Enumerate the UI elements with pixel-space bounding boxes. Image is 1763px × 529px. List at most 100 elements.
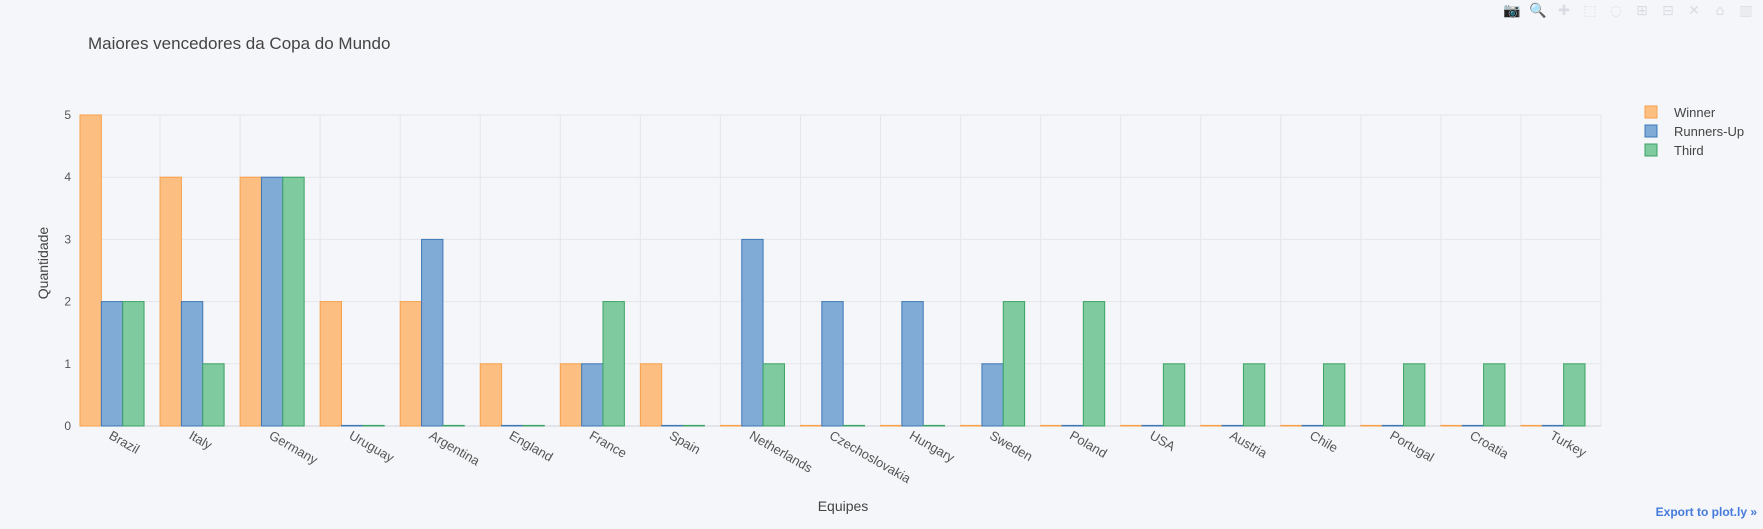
x-tick-label: Argentina (427, 428, 483, 469)
bar-runners-up-chile[interactable] (1301, 424, 1324, 427)
pan-icon[interactable]: ✚ (1558, 3, 1570, 19)
bar-third-germany[interactable] (282, 176, 305, 427)
bar-runners-up-portugal[interactable] (1381, 424, 1405, 427)
y-tick-label: 2 (64, 295, 71, 309)
bar-runners-up-sweden[interactable] (981, 363, 1004, 427)
zoom-out-icon[interactable]: ⊟ (1662, 3, 1674, 19)
bar-third-spain[interactable] (682, 424, 705, 427)
bar-third-france[interactable] (602, 301, 625, 427)
x-tick-label: Hungary (907, 428, 957, 466)
chart-title: Maiores vencedores da Copa do Mundo (88, 34, 390, 53)
y-axis: 0 1 2 3 4 5 (64, 108, 71, 433)
bar-third-uruguay[interactable] (362, 424, 385, 427)
bar-winner-czechoslovakia[interactable] (799, 424, 823, 427)
bar-runners-up-argentina[interactable] (421, 238, 444, 427)
x-tick-label: Sweden (987, 428, 1035, 464)
x-tick-label: Spain (667, 428, 703, 458)
x-tick-label: Turkey (1547, 428, 1589, 461)
bar-winner-hungary[interactable] (880, 424, 903, 427)
plotly-logo-icon[interactable]: ▥ (1739, 3, 1753, 19)
bar-third-england[interactable] (522, 424, 545, 427)
y-tick-label: 1 (64, 357, 71, 371)
bar-winner-england[interactable] (479, 363, 503, 427)
legend-label[interactable]: Runners-Up (1674, 124, 1744, 139)
bar-runners-up-usa[interactable] (1141, 424, 1164, 427)
bar-third-turkey[interactable] (1563, 363, 1586, 427)
zoom-icon[interactable]: 🔍 (1529, 3, 1547, 19)
x-axis-label: Equipes (818, 498, 869, 514)
bar-third-austria[interactable] (1242, 363, 1266, 427)
x-tick-label: Chile (1307, 428, 1340, 456)
bar-third-chile[interactable] (1322, 363, 1346, 427)
x-tick-label: Netherlands (747, 428, 816, 476)
bar-runners-up-turkey[interactable] (1541, 424, 1565, 427)
bar-winner-netherlands[interactable] (719, 424, 743, 427)
y-tick-label: 4 (64, 170, 71, 184)
x-tick-label: Croatia (1467, 428, 1511, 462)
bars (79, 114, 1586, 427)
camera-icon[interactable]: 📷 (1503, 3, 1521, 19)
bar-winner-spain[interactable] (639, 363, 663, 427)
autoscale-icon[interactable]: ✕ (1688, 3, 1700, 19)
bar-runners-up-netherlands[interactable] (741, 238, 764, 427)
bar-runners-up-austria[interactable] (1221, 424, 1244, 427)
bar-runners-up-brazil[interactable] (100, 301, 124, 427)
bar-winner-poland[interactable] (1040, 424, 1063, 427)
bar-runners-up-germany[interactable] (260, 176, 284, 427)
bar-third-usa[interactable] (1162, 363, 1186, 427)
bar-third-argentina[interactable] (442, 424, 465, 427)
bar-third-brazil[interactable] (122, 301, 145, 427)
bar-winner-sweden[interactable] (960, 424, 983, 427)
bar-third-netherlands[interactable] (762, 363, 785, 427)
bar-third-poland[interactable] (1082, 301, 1106, 427)
y-tick-label: 0 (64, 419, 71, 433)
bar-winner-uruguay[interactable] (319, 301, 343, 427)
bar-runners-up-czechoslovakia[interactable] (821, 301, 844, 427)
x-tick-label: Germany (267, 428, 321, 468)
bar-third-italy[interactable] (202, 363, 225, 427)
bar-winner-france[interactable] (559, 363, 583, 427)
bar-winner-croatia[interactable] (1440, 424, 1463, 427)
bar-third-hungary[interactable] (922, 424, 946, 427)
bar-third-croatia[interactable] (1483, 363, 1506, 427)
bar-runners-up-uruguay[interactable] (341, 424, 364, 427)
legend-swatch[interactable] (1644, 105, 1658, 119)
x-tick-label: Uruguay (347, 428, 397, 466)
legend-swatch[interactable] (1644, 143, 1658, 157)
bar-winner-portugal[interactable] (1360, 424, 1383, 427)
legend-label[interactable]: Third (1674, 143, 1704, 158)
zoom-in-icon[interactable]: ⊞ (1636, 3, 1648, 19)
bar-third-sweden[interactable] (1002, 301, 1026, 427)
bar-third-portugal[interactable] (1403, 363, 1426, 427)
bar-third-czechoslovakia[interactable] (842, 424, 866, 427)
legend-label[interactable]: Winner (1674, 105, 1716, 120)
y-tick-label: 5 (64, 108, 71, 122)
bar-winner-austria[interactable] (1200, 424, 1223, 427)
x-tick-label: England (507, 428, 556, 465)
export-link[interactable]: Export to plot.ly » (1655, 505, 1757, 519)
x-tick-label: USA (1147, 428, 1178, 455)
legend-swatch[interactable] (1644, 124, 1658, 138)
x-tick-label: France (587, 428, 630, 461)
bar-runners-up-spain[interactable] (661, 424, 684, 427)
bar-winner-brazil[interactable] (79, 114, 102, 427)
x-tick-label: Austria (1227, 428, 1270, 462)
bar-runners-up-france[interactable] (581, 363, 604, 427)
bar-winner-germany[interactable] (239, 176, 262, 427)
bar-runners-up-croatia[interactable] (1461, 424, 1485, 427)
box-select-icon[interactable]: ⬚ (1583, 3, 1597, 19)
x-tick-label: Portugal (1387, 428, 1437, 465)
bar-winner-argentina[interactable] (399, 301, 423, 427)
y-tick-label: 3 (64, 232, 71, 246)
bar-winner-italy[interactable] (159, 176, 182, 427)
home-icon[interactable]: ⌂ (1715, 3, 1725, 19)
lasso-select-icon[interactable]: ◌ (1609, 3, 1623, 19)
bar-winner-chile[interactable] (1280, 424, 1303, 427)
bar-runners-up-poland[interactable] (1061, 424, 1084, 427)
bar-runners-up-italy[interactable] (180, 301, 204, 427)
bar-winner-usa[interactable] (1120, 424, 1143, 427)
bar-winner-turkey[interactable] (1520, 424, 1543, 427)
y-axis-label: Quantidade (35, 227, 51, 300)
bar-runners-up-england[interactable] (501, 424, 524, 427)
bar-runners-up-hungary[interactable] (901, 301, 924, 427)
